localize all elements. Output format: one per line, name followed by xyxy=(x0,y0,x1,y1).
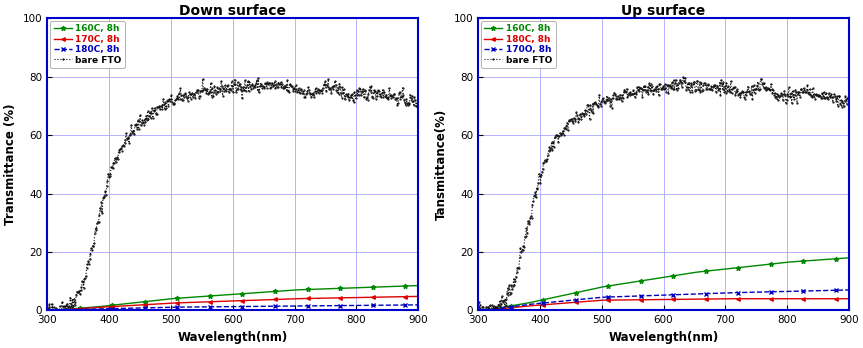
Legend: 160C, 8h, 180C, 8h, 170O, 8h, bare FTO: 160C, 8h, 180C, 8h, 170O, 8h, bare FTO xyxy=(481,21,556,68)
180C, 8h xyxy=(413,303,423,307)
170O, 8h xyxy=(473,308,483,313)
160C, 8h xyxy=(163,297,173,301)
160C, 8h xyxy=(620,281,630,285)
170O, 8h xyxy=(740,290,751,294)
170C, 8h xyxy=(310,296,320,300)
180C, 8h xyxy=(741,296,752,301)
bare FTO xyxy=(836,105,847,109)
X-axis label: Wavelength(nm): Wavelength(nm) xyxy=(608,331,719,344)
180C, 8h xyxy=(706,297,716,301)
160C, 8h xyxy=(473,308,483,313)
bare FTO xyxy=(52,313,62,317)
160C, 8h xyxy=(413,284,424,288)
170O, 8h xyxy=(742,290,753,294)
180C, 8h xyxy=(275,304,286,308)
160C, 8h xyxy=(189,295,199,299)
170C, 8h xyxy=(189,300,199,304)
180C, 8h xyxy=(518,304,528,309)
160C, 8h xyxy=(42,308,53,313)
Title: Down surface: Down surface xyxy=(180,4,287,18)
bare FTO xyxy=(778,92,789,96)
Line: 180C, 8h: 180C, 8h xyxy=(46,303,420,312)
180C, 8h xyxy=(473,308,483,313)
180C, 8h xyxy=(189,305,199,309)
180C, 8h xyxy=(594,298,604,302)
160C, 8h xyxy=(844,256,854,260)
170C, 8h xyxy=(275,297,286,301)
170O, 8h xyxy=(706,291,716,295)
180C, 8h xyxy=(620,298,630,302)
160C, 8h xyxy=(310,287,320,291)
bare FTO xyxy=(480,316,490,320)
180C, 8h xyxy=(42,308,53,313)
160C, 8h xyxy=(86,305,97,309)
180C, 8h xyxy=(86,307,97,311)
bare FTO xyxy=(348,98,358,103)
bare FTO xyxy=(844,94,854,98)
170C, 8h xyxy=(312,296,322,300)
bare FTO xyxy=(413,106,424,110)
170O, 8h xyxy=(620,294,630,299)
bare FTO xyxy=(678,74,689,79)
180C, 8h xyxy=(163,305,173,309)
180C, 8h xyxy=(413,308,424,313)
170C, 8h xyxy=(413,294,424,299)
bare FTO xyxy=(695,90,705,94)
Line: bare FTO: bare FTO xyxy=(477,76,850,318)
bare FTO xyxy=(406,96,416,100)
bare FTO xyxy=(652,84,663,88)
Line: 160C, 8h: 160C, 8h xyxy=(476,255,852,313)
Y-axis label: Tansmittance(%): Tansmittance(%) xyxy=(435,109,448,220)
160C, 8h xyxy=(594,286,604,290)
Title: Up surface: Up surface xyxy=(621,4,706,18)
170C, 8h xyxy=(163,301,173,305)
bare FTO xyxy=(650,87,660,91)
170O, 8h xyxy=(518,303,528,307)
180C, 8h xyxy=(721,296,731,301)
Line: 180C, 8h: 180C, 8h xyxy=(476,297,851,312)
170O, 8h xyxy=(844,288,854,292)
160C, 8h xyxy=(740,265,751,269)
160C, 8h xyxy=(275,289,286,293)
160C, 8h xyxy=(518,302,528,306)
Y-axis label: Transmittance (%): Transmittance (%) xyxy=(4,104,17,225)
180C, 8h xyxy=(743,296,753,301)
170C, 8h xyxy=(86,306,97,310)
160C, 8h xyxy=(312,287,322,291)
180C, 8h xyxy=(844,296,854,301)
bare FTO xyxy=(264,81,274,85)
Line: 160C, 8h: 160C, 8h xyxy=(45,283,420,313)
bare FTO xyxy=(473,308,483,312)
Line: 170C, 8h: 170C, 8h xyxy=(46,295,420,312)
180C, 8h xyxy=(310,304,320,308)
bare FTO xyxy=(221,87,231,91)
160C, 8h xyxy=(742,264,753,269)
170C, 8h xyxy=(42,308,53,313)
Line: bare FTO: bare FTO xyxy=(47,77,419,316)
Line: 170O, 8h: 170O, 8h xyxy=(476,288,851,312)
X-axis label: Wavelength(nm): Wavelength(nm) xyxy=(178,331,288,344)
bare FTO xyxy=(42,306,53,310)
Legend: 160C, 8h, 170C, 8h, 180C, 8h, bare FTO: 160C, 8h, 170C, 8h, 180C, 8h, bare FTO xyxy=(50,21,125,68)
180C, 8h xyxy=(312,304,322,308)
bare FTO xyxy=(219,89,230,93)
bare FTO xyxy=(243,89,254,93)
bare FTO xyxy=(253,76,263,80)
160C, 8h xyxy=(706,268,716,272)
bare FTO xyxy=(674,79,684,83)
170O, 8h xyxy=(594,295,604,300)
